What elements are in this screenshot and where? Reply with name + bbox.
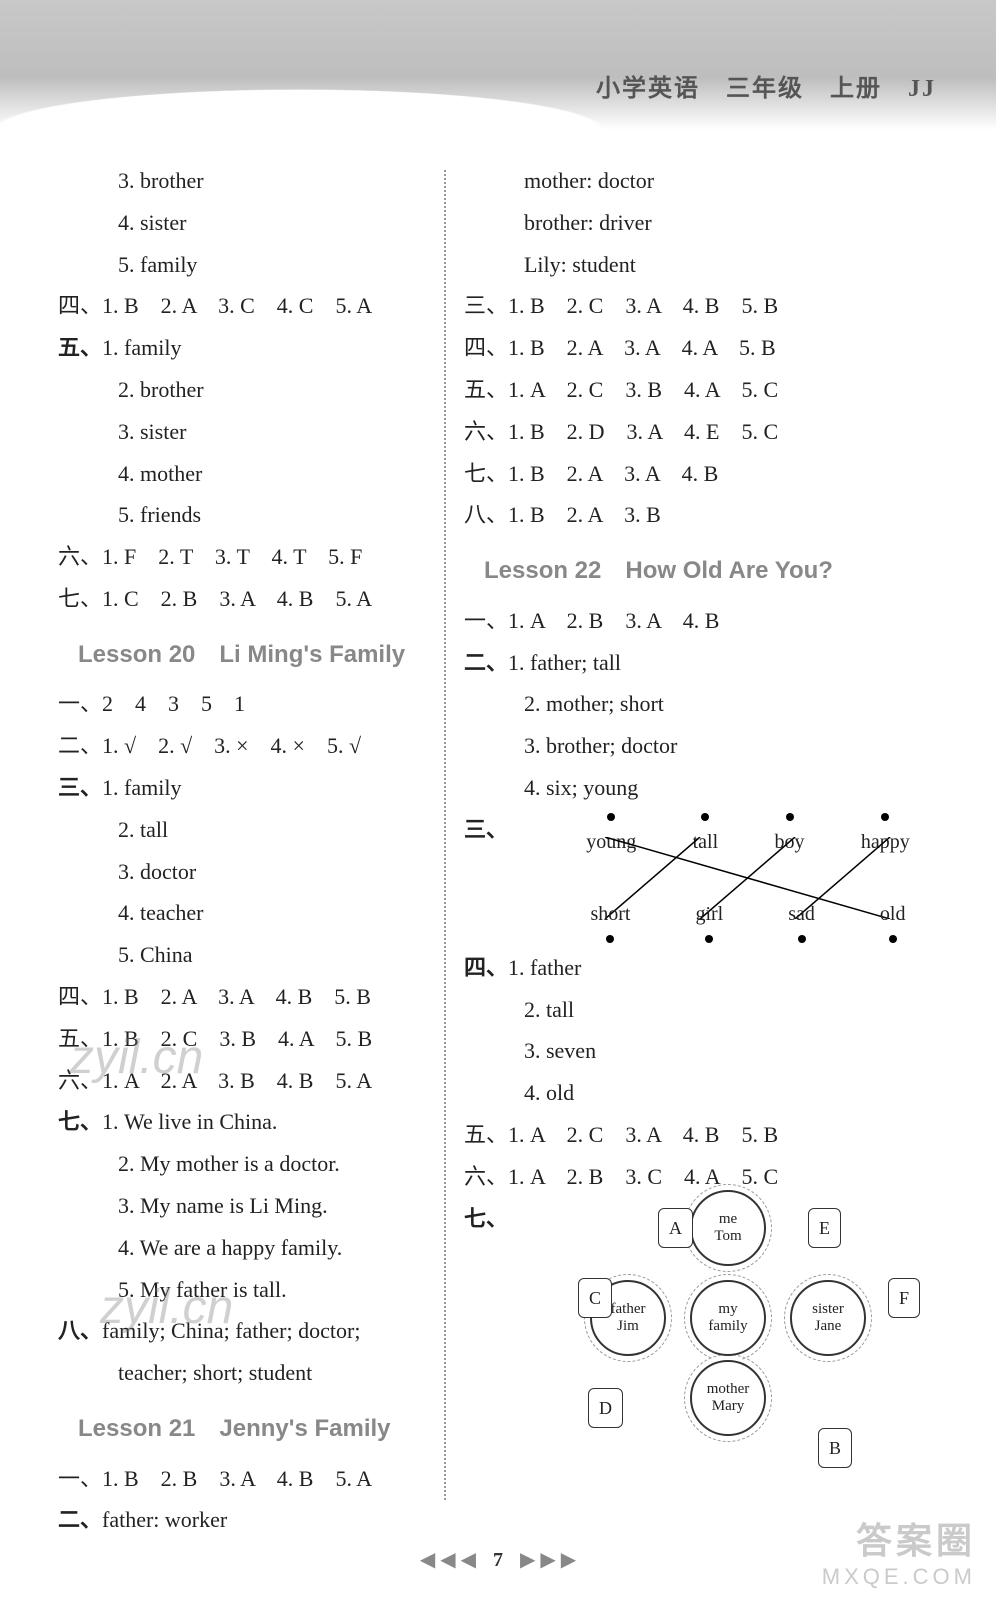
answer-row: 六、1. F 2. T 3. T 4. T 5. F xyxy=(58,536,426,578)
answer-row: 三、1. B 2. C 3. A 4. B 5. B xyxy=(464,285,938,327)
answer-row: 八、1. B 2. A 3. B xyxy=(464,494,938,536)
flower-tag: F xyxy=(888,1278,920,1318)
answer-row: 七、1. B 2. A 3. A 4. B xyxy=(464,453,938,495)
answer-row: 一、1. B 2. B 3. A 4. B 5. A xyxy=(58,1458,426,1500)
answer-row: 四、1. B 2. A 3. A 4. B 5. B xyxy=(58,976,426,1018)
flower-node: sister Jane xyxy=(790,1280,866,1356)
answer-row: 二、1. √ 2. √ 3. × 4. × 5. √ xyxy=(58,725,426,767)
flower-node: mother Mary xyxy=(690,1360,766,1436)
answer-row: 六、1. A 2. A 3. B 4. B 5. A xyxy=(58,1060,426,1102)
answer-row: 五、1. B 2. C 3. B 4. A 5. B xyxy=(58,1018,426,1060)
footer: ◀ ◀ ◀ 7 ▶ ▶ ▶ xyxy=(0,1547,996,1572)
text-line: 3. My name is Li Ming. xyxy=(58,1185,426,1227)
match-word: girl xyxy=(695,895,723,943)
answer-row: 一、1. A 2. B 3. A 4. B xyxy=(464,600,938,642)
text-line: teacher; short; student xyxy=(58,1352,426,1394)
answer-row: 七、1. C 2. B 3. A 4. B 5. A xyxy=(58,578,426,620)
left-column: 3. brother 4. sister 5. family 四、1. B 2.… xyxy=(40,160,444,1530)
answer-row: 三、1. family xyxy=(58,767,426,809)
lesson-title: Lesson 21 Jenny's Family xyxy=(78,1406,426,1452)
text-line: 4. We are a happy family. xyxy=(58,1227,426,1269)
text-line: 4. six; young xyxy=(464,767,938,809)
text-line: Lily: student xyxy=(464,244,938,286)
text-line: 4. mother xyxy=(58,453,426,495)
flower-tag: A xyxy=(658,1208,693,1248)
text-line: 3. brother xyxy=(58,160,426,202)
footer-right-arrows: ▶ ▶ ▶ xyxy=(520,1549,576,1571)
match-bottom-row: short girl sad old xyxy=(558,895,938,943)
text-line: 2. tall xyxy=(464,989,938,1031)
answer-row: 七、 me Tomfather Jimmy familysister Janem… xyxy=(464,1198,938,1458)
text-line: brother: driver xyxy=(464,202,938,244)
flower-tag: E xyxy=(808,1208,841,1248)
text-line: 2. mother; short xyxy=(464,683,938,725)
text-line: 4. sister xyxy=(58,202,426,244)
text-line: 2. brother xyxy=(58,369,426,411)
answer-row: 四、1. B 2. A 3. C 4. C 5. A xyxy=(58,285,426,327)
section-label: 七、 xyxy=(464,1198,508,1240)
header-text: 小学英语 三年级 上册 JJ xyxy=(596,68,936,103)
text-line: 5. My father is tall. xyxy=(58,1269,426,1311)
text-line: 2. tall xyxy=(58,809,426,851)
text-line: 5. friends xyxy=(58,494,426,536)
right-column: mother: doctor brother: driver Lily: stu… xyxy=(446,160,956,1530)
flower-tag: B xyxy=(818,1428,852,1468)
answer-row: 七、1. We live in China. xyxy=(58,1101,426,1143)
lesson-title: Lesson 22 How Old Are You? xyxy=(484,548,938,594)
match-diagram: young tall boy happy short girl sad old xyxy=(558,813,938,943)
flower-node: my family xyxy=(690,1280,766,1356)
answer-row: 二、1. father; tall xyxy=(464,642,938,684)
text-line: mother: doctor xyxy=(464,160,938,202)
answer-row: 八、family; China; father; doctor; xyxy=(58,1310,426,1352)
answer-row: 五、1. A 2. C 3. A 4. B 5. B xyxy=(464,1114,938,1156)
page-number: 7 xyxy=(493,1549,503,1571)
flower-tag: D xyxy=(588,1388,623,1428)
text-line: 3. sister xyxy=(58,411,426,453)
answer-row: 四、1. father xyxy=(464,947,938,989)
section-label: 三、 xyxy=(464,809,508,851)
text-line: 3. doctor xyxy=(58,851,426,893)
text-line: 2. My mother is a doctor. xyxy=(58,1143,426,1185)
text-line: 5. China xyxy=(58,934,426,976)
match-word: sad xyxy=(788,895,815,943)
content: 3. brother 4. sister 5. family 四、1. B 2.… xyxy=(40,160,956,1530)
lesson-title: Lesson 20 Li Ming's Family xyxy=(78,632,426,678)
flower-diagram: me Tomfather Jimmy familysister Janemoth… xyxy=(558,1198,938,1458)
text-line: 5. family xyxy=(58,244,426,286)
answer-row: 一、2 4 3 5 1 xyxy=(58,683,426,725)
answer-row: 六、1. A 2. B 3. C 4. A 5. C xyxy=(464,1156,938,1198)
answer-row: 三、 young tall boy happy short girl sad o… xyxy=(464,809,938,947)
text-line: 4. teacher xyxy=(58,892,426,934)
footer-left-arrows: ◀ ◀ ◀ xyxy=(420,1549,476,1571)
text-line: 3. brother; doctor xyxy=(464,725,938,767)
answer-row: 五、1. A 2. C 3. B 4. A 5. C xyxy=(464,369,938,411)
text-line: 3. seven xyxy=(464,1030,938,1072)
match-word: old xyxy=(880,895,906,943)
match-word: short xyxy=(590,895,630,943)
answer-row: 六、1. B 2. D 3. A 4. E 5. C xyxy=(464,411,938,453)
text-line: 4. old xyxy=(464,1072,938,1114)
answer-row: 二、father: worker xyxy=(58,1499,426,1541)
answer-row: 四、1. B 2. A 3. A 4. A 5. B xyxy=(464,327,938,369)
flower-node: me Tom xyxy=(690,1190,766,1266)
flower-tag: C xyxy=(578,1278,612,1318)
answer-row: 五、1. family xyxy=(58,327,426,369)
